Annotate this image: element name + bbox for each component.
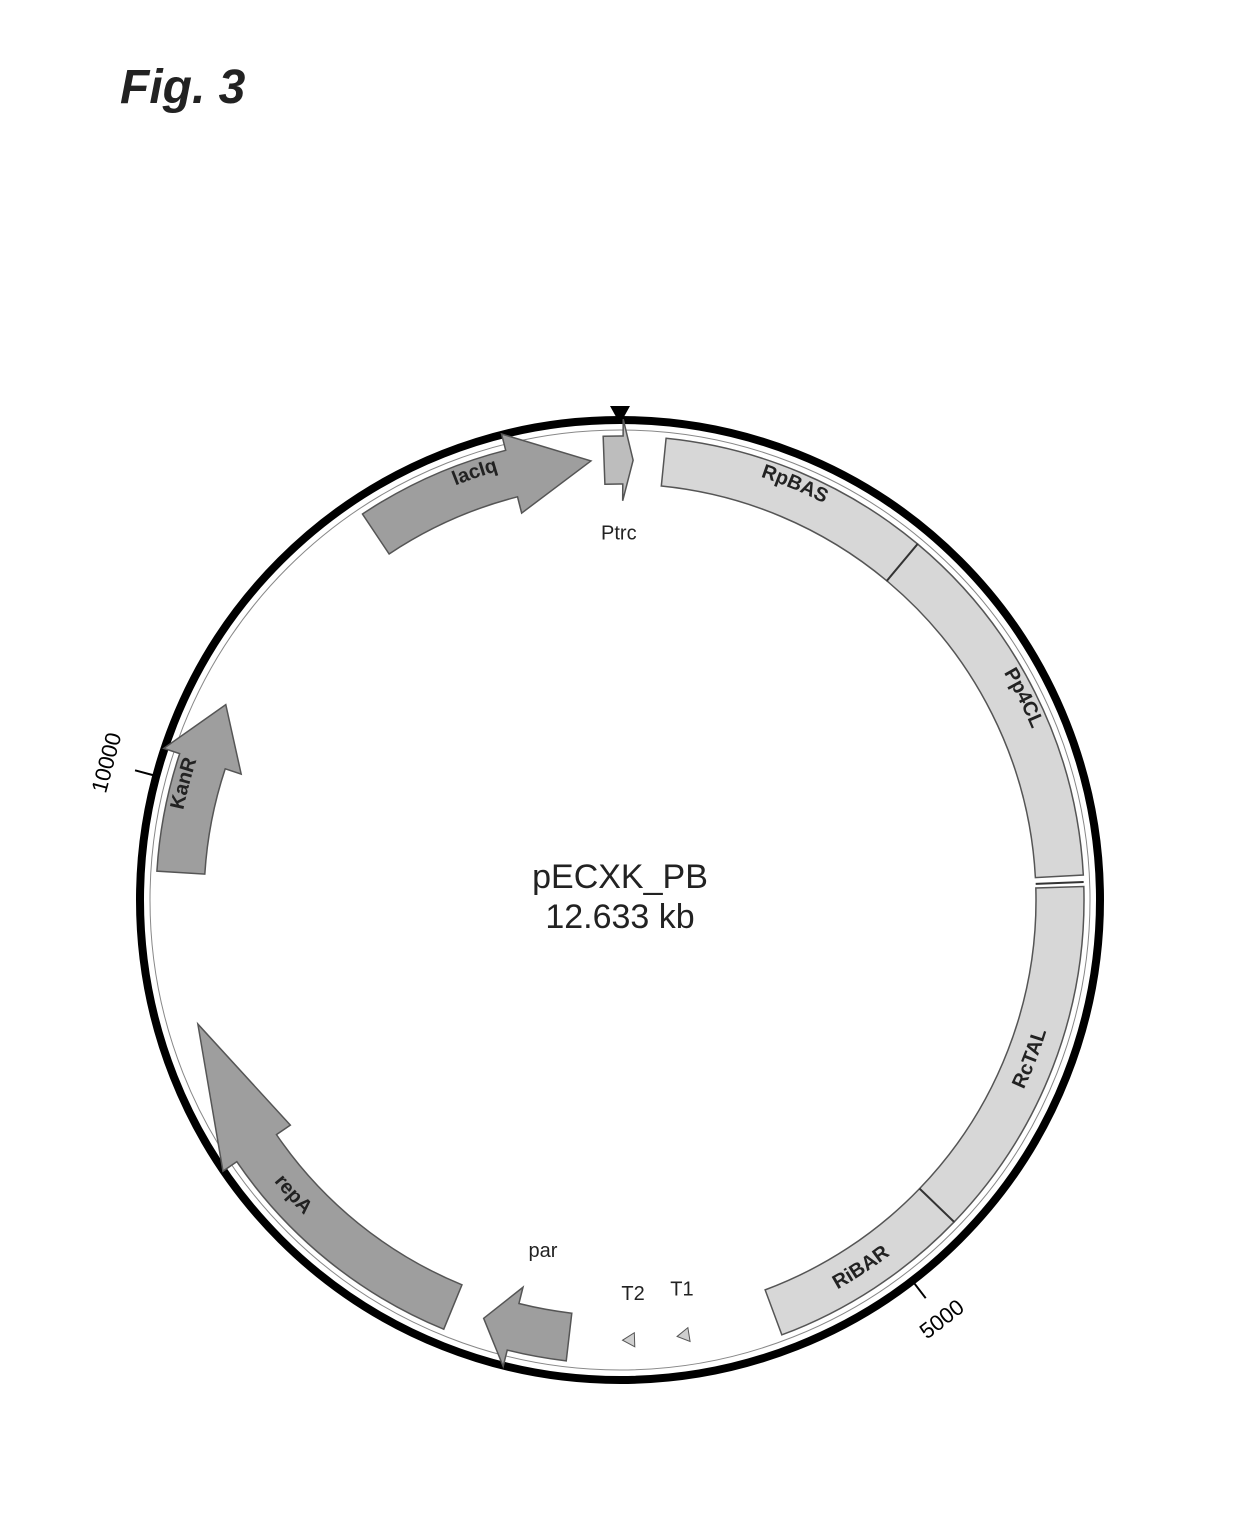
plasmid-name: pECXK_PB <box>532 858 708 896</box>
plasmid-map: 500010000pECXK_PB12.633 kblacIqPtrcRpBAS… <box>0 0 1240 1520</box>
feature-Ptrc <box>603 419 633 501</box>
block-divider <box>1036 882 1084 884</box>
scale-tick-label: 5000 <box>915 1294 969 1344</box>
scale-tick <box>135 770 154 775</box>
figure-title: Fig. 3 <box>120 60 245 115</box>
feature-label: T1 <box>670 1278 693 1300</box>
feature-RpBAS <box>661 438 917 581</box>
feature-T1 <box>677 1328 690 1342</box>
feature-label: par <box>529 1240 558 1262</box>
plasmid-size: 12.633 kb <box>545 898 694 936</box>
feature-T2 <box>623 1333 635 1347</box>
scale-tick <box>914 1282 926 1298</box>
feature-label: Ptrc <box>601 522 637 544</box>
feature-par <box>484 1287 572 1366</box>
scale-tick-label: 10000 <box>86 730 126 796</box>
feature-label: T2 <box>621 1283 644 1305</box>
feature-RcTAL <box>920 887 1084 1222</box>
